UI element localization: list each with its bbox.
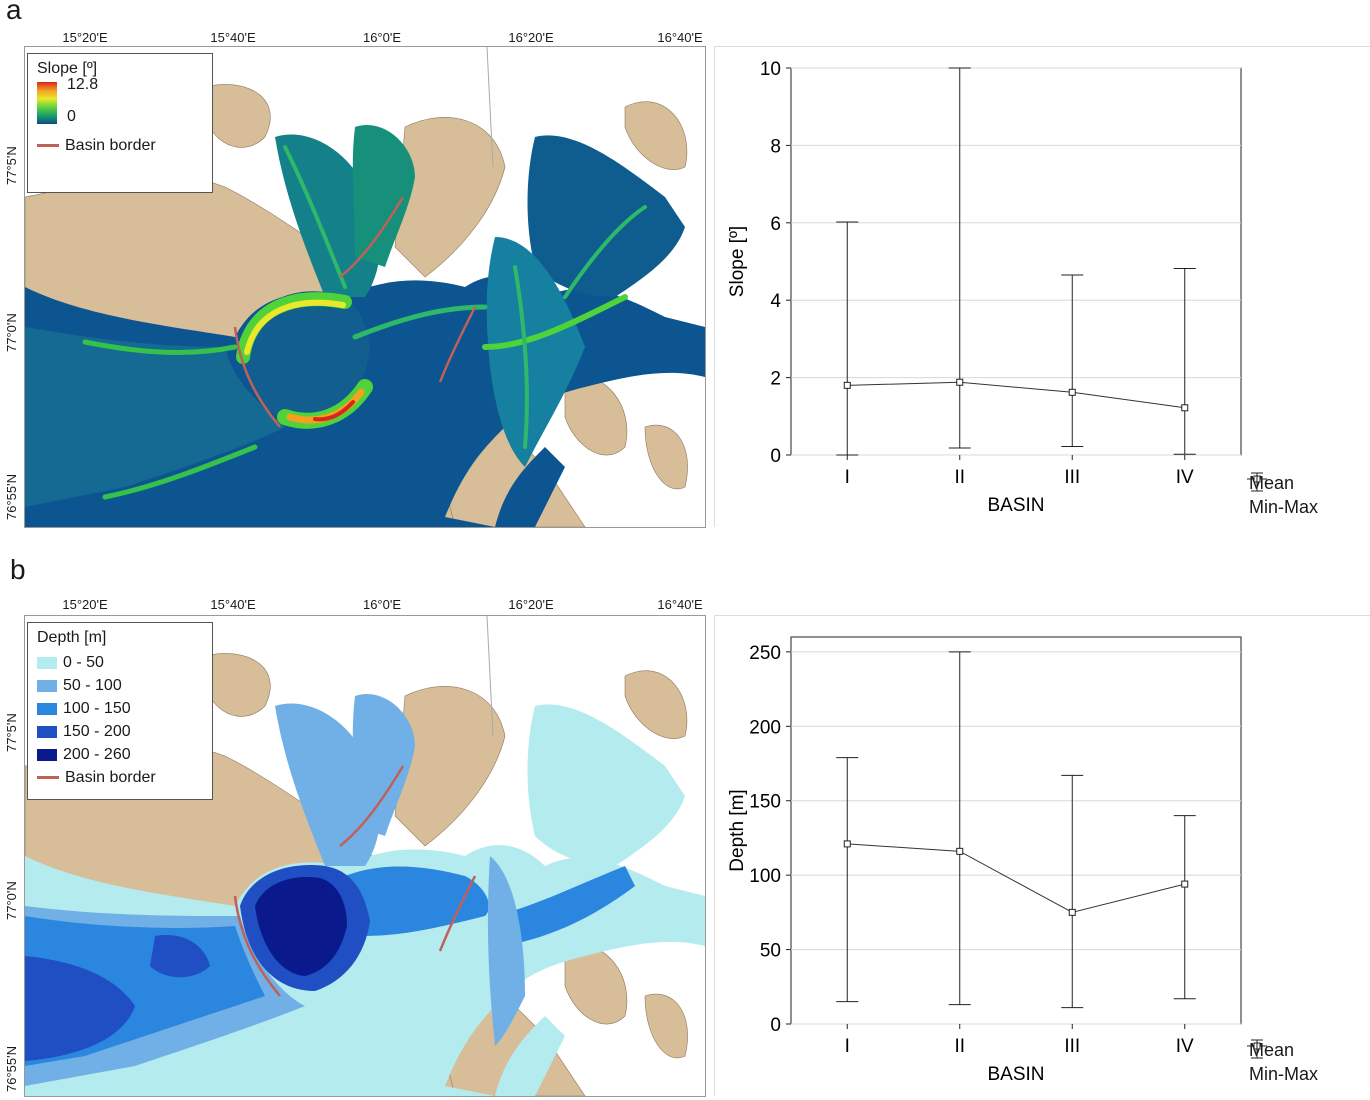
lat-label: 77°5'N	[4, 713, 19, 752]
panel-letter-a: a	[6, 0, 22, 25]
depth-raster	[25, 694, 705, 1096]
depth-class-label: 100 - 150	[63, 699, 131, 717]
depth-class-label: 200 - 260	[63, 745, 131, 763]
y-axis-label: Slope [º]	[727, 226, 748, 297]
mean-point	[956, 378, 964, 386]
mean-point	[1068, 908, 1076, 916]
lon-label: 15°40'E	[210, 30, 256, 45]
mean-point	[1181, 404, 1189, 412]
lon-label: 16°40'E	[657, 597, 703, 612]
legend-border-label: Basin border	[65, 136, 156, 154]
y-tick-label: 0	[770, 446, 781, 467]
x-tick-label: II	[954, 467, 965, 488]
mean-point	[843, 381, 851, 389]
slope-map[interactable]	[24, 46, 706, 528]
lat-label: 77°0'N	[4, 313, 19, 352]
lat-label: 77°0'N	[4, 881, 19, 920]
legend-max-label: 12.8	[67, 76, 99, 93]
legend-title: Depth [m]	[37, 629, 107, 646]
depth-map[interactable]	[24, 615, 706, 1097]
lon-label: 15°20'E	[62, 30, 108, 45]
slope-color-ramp	[37, 82, 57, 124]
legend-border-label: Basin border	[65, 768, 156, 786]
x-tick-label: I	[845, 467, 850, 488]
depth-swatch	[37, 748, 57, 761]
depth-map-canvas	[25, 616, 705, 1096]
panel-letter-b: b	[10, 554, 26, 585]
y-tick-label: 150	[749, 792, 781, 813]
y-tick-label: 10	[760, 59, 781, 80]
lon-label: 16°20'E	[508, 30, 554, 45]
x-axis-label: BASIN	[987, 1064, 1044, 1085]
y-tick-label: 250	[749, 643, 781, 664]
y-tick-label: 100	[749, 866, 781, 887]
x-tick-label: IV	[1176, 1036, 1194, 1057]
lon-label: 16°0'E	[362, 30, 402, 45]
y-tick-label: 2	[770, 369, 781, 390]
y-tick-label: 200	[749, 717, 781, 738]
legend-title: Slope [º]	[37, 60, 98, 77]
y-axis-label: Depth [m]	[727, 789, 748, 871]
lat-label: 76°55'N	[4, 1046, 19, 1092]
depth-class-label: 0 - 50	[63, 653, 104, 671]
lon-label: 15°40'E	[210, 597, 256, 612]
depth-swatch	[37, 702, 57, 715]
slope-chart: 0 2 4 6 8 10 I II III IV BASIN Slope [º] Mean Min-M…	[714, 46, 1370, 527]
lon-label: 16°40'E	[657, 30, 703, 45]
chart-legend: Mean Min-Max	[1245, 471, 1318, 519]
mean-point	[1068, 388, 1076, 396]
lon-label: 16°0'E	[362, 597, 402, 612]
depth-legend: Depth [m] 0 - 50 50 - 100 100 - 150 150 …	[27, 622, 213, 800]
x-axis-label: BASIN	[987, 495, 1044, 516]
mean-point	[1181, 880, 1189, 888]
legend-minmax-label: Min-Max	[1249, 1063, 1319, 1084]
lon-label: 15°20'E	[62, 597, 108, 612]
depth-class-label: 150 - 200	[63, 722, 131, 740]
slope-map-canvas	[25, 47, 705, 527]
lat-label: 76°55'N	[4, 474, 19, 520]
x-tick-label: IV	[1176, 467, 1194, 488]
x-tick-label: III	[1064, 467, 1080, 488]
plot-frame	[790, 67, 1242, 456]
y-tick-label: 8	[770, 136, 781, 157]
chart-legend: Mean Min-Max	[1245, 1038, 1318, 1086]
slope-highlights	[82, 145, 647, 500]
y-tick-label: 50	[760, 941, 781, 962]
x-tick-label: III	[1064, 1036, 1080, 1057]
plot-frame	[790, 636, 1242, 1025]
mean-point	[956, 847, 964, 855]
y-tick-label: 0	[770, 1015, 781, 1036]
depth-swatch	[37, 679, 57, 692]
x-tick-label: I	[845, 1036, 850, 1057]
depth-chart: 0 50 100 150 200 250 I II III IV BASIN Depth [m] Me…	[714, 615, 1370, 1096]
slope-legend: Slope [º] 12.8 0 Basin border	[27, 53, 213, 193]
depth-class-label: 50 - 100	[63, 676, 122, 694]
lon-label: 16°20'E	[508, 597, 554, 612]
mean-line	[847, 381, 1185, 409]
lat-label: 77°5'N	[4, 146, 19, 185]
legend-min-label: 0	[67, 108, 76, 125]
basin-border-swatch	[37, 776, 59, 779]
legend-minmax-label: Min-Max	[1249, 496, 1319, 517]
basin-border-swatch	[37, 144, 59, 147]
basin-border-lines	[233, 196, 477, 428]
mean-line	[847, 843, 1185, 913]
depth-swatch	[37, 656, 57, 669]
x-tick-label: II	[954, 1036, 965, 1057]
y-tick-label: 6	[770, 214, 781, 235]
y-tick-label: 4	[770, 291, 781, 312]
depth-swatch	[37, 725, 57, 738]
basin-border-lines	[233, 765, 477, 997]
mean-point	[843, 840, 851, 848]
